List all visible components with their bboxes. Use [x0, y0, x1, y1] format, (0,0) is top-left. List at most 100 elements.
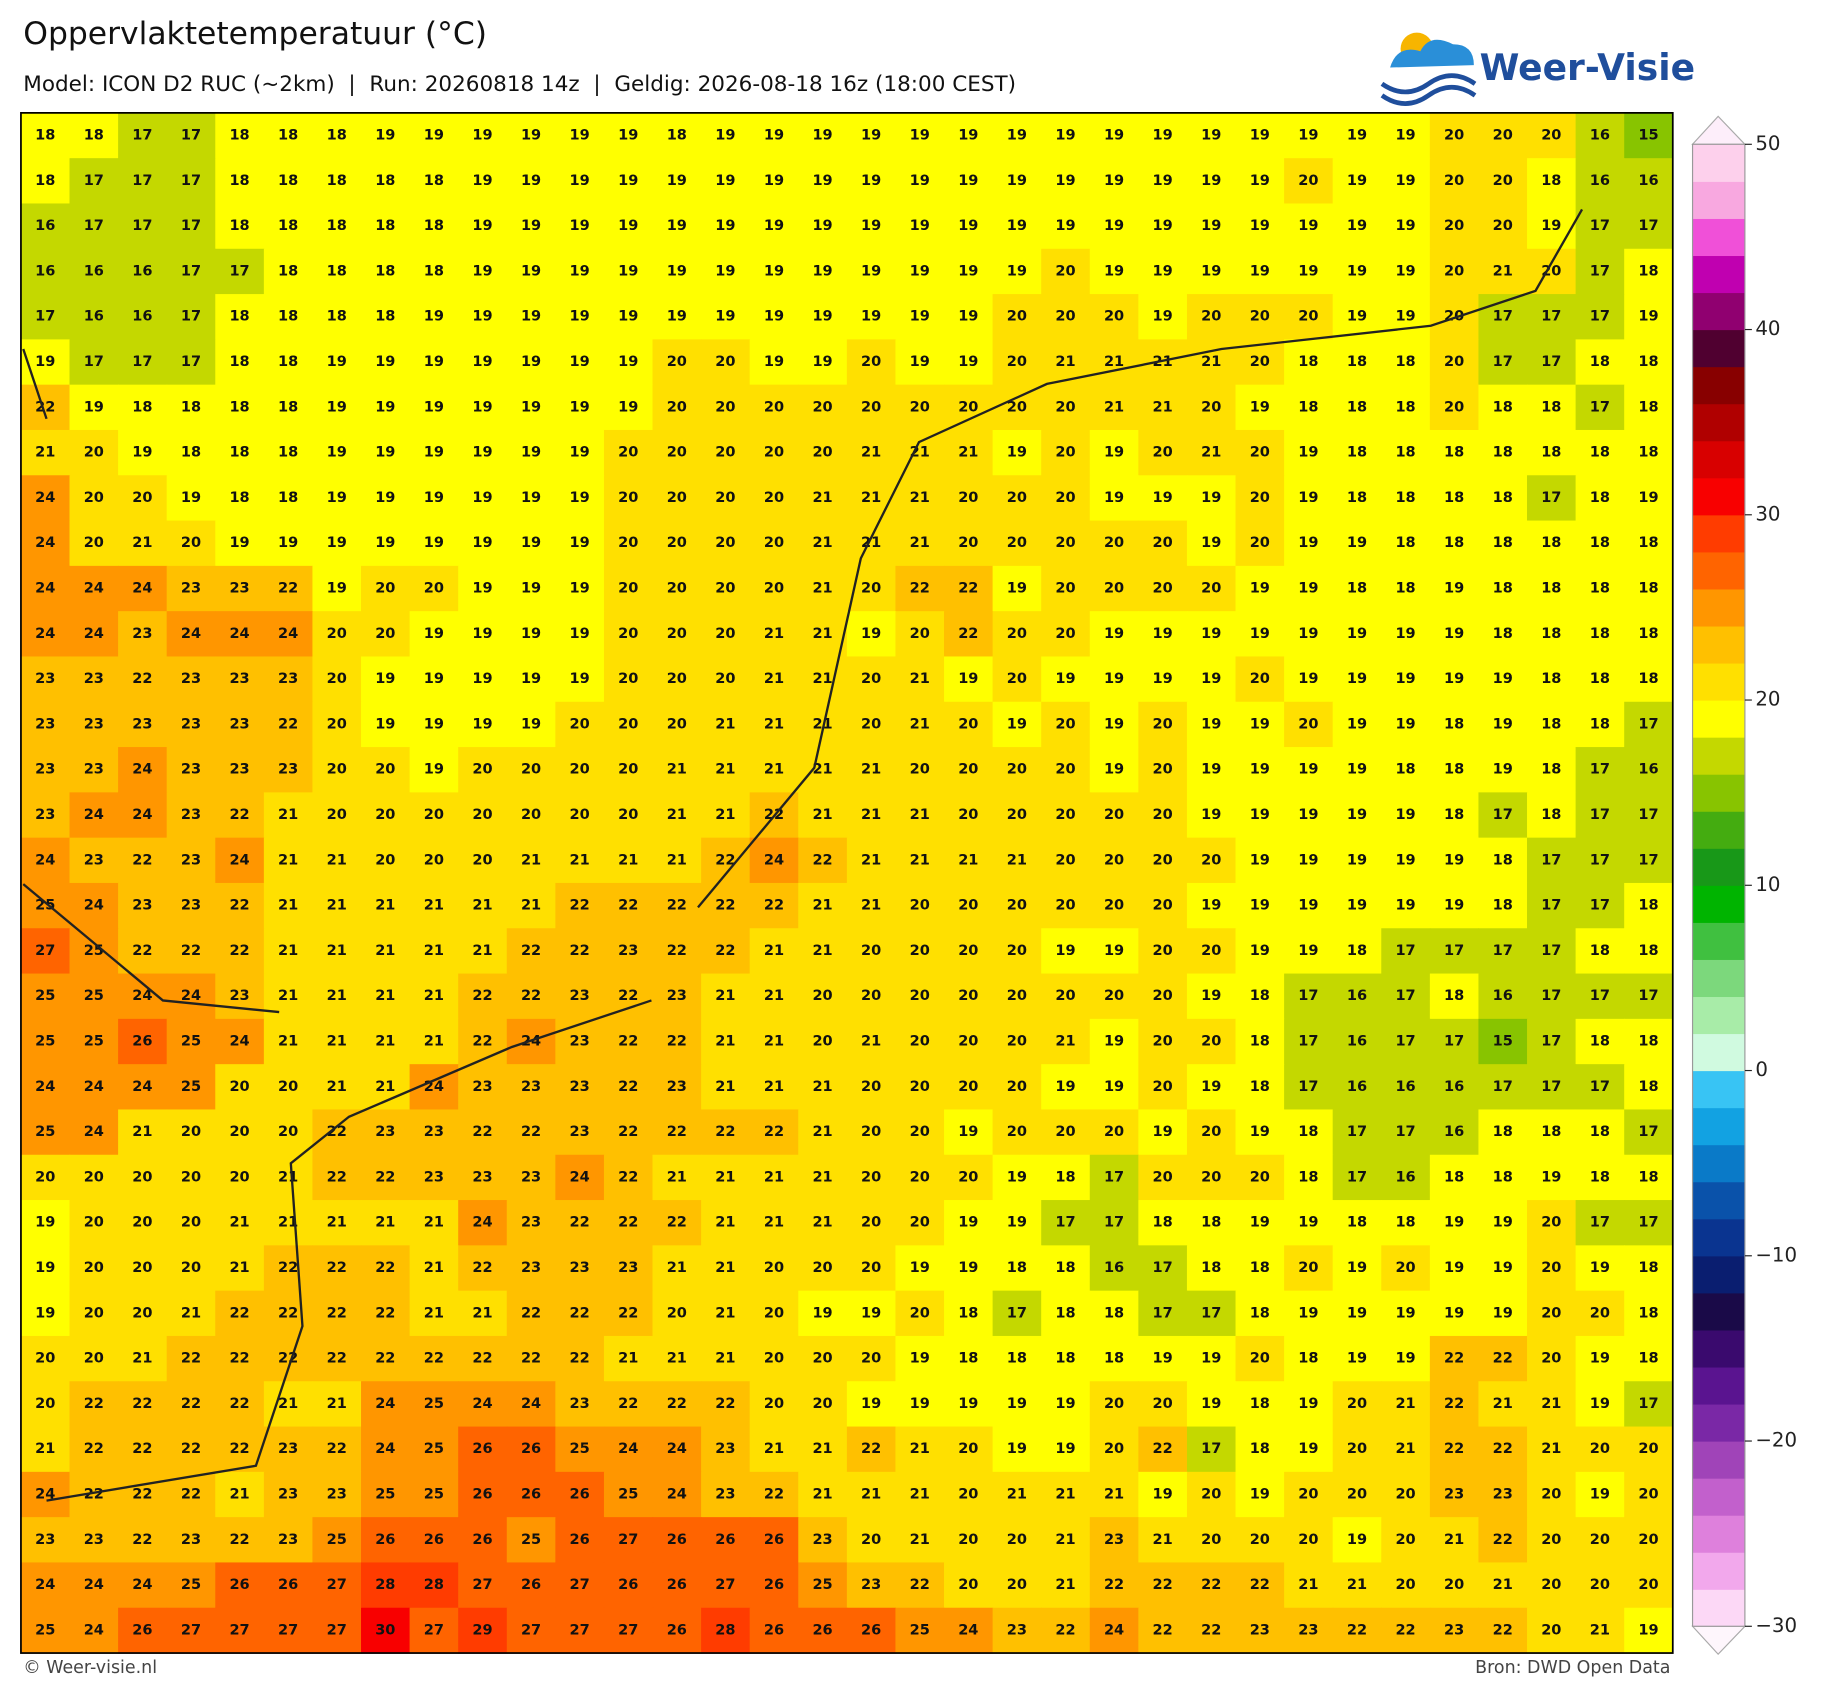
temperature-cell: [69, 792, 119, 839]
temperature-label: 21: [764, 671, 784, 687]
temperature-label: 18: [1590, 1124, 1610, 1140]
temperature-label: 21: [278, 898, 298, 914]
temperature-label: 21: [715, 1079, 735, 1095]
temperature-cell: [215, 429, 265, 476]
temperature-cell: [458, 837, 508, 884]
temperature-label: 18: [1590, 1034, 1610, 1050]
temperature-cell: [1527, 1154, 1577, 1201]
temperature-cell: [1332, 1064, 1382, 1111]
temperature-label: 20: [667, 716, 687, 732]
temperature-cell: [118, 429, 168, 476]
temperature-label: 18: [424, 173, 444, 189]
temperature-cell: [20, 611, 71, 658]
temperature-cell: [1478, 1109, 1528, 1156]
temperature-label: 21: [812, 1124, 832, 1140]
temperature-cell: [69, 1290, 119, 1337]
temperature-label: 19: [1395, 1305, 1415, 1321]
temperature-label: 19: [764, 218, 784, 234]
temperature-cell: [1138, 248, 1188, 295]
temperature-cell: [1332, 611, 1382, 658]
temperature-cell: [263, 701, 314, 748]
temperature-cell: [409, 882, 459, 929]
temperature-label: 23: [472, 1169, 492, 1185]
temperature-label: 18: [1250, 1034, 1270, 1050]
temperature-label: 21: [375, 898, 395, 914]
temperature-cell: [652, 747, 702, 793]
temperature-cell: [1041, 1381, 1091, 1428]
temperature-label: 19: [181, 490, 201, 506]
temperature-cell: [312, 747, 362, 793]
temperature-cell: [215, 294, 265, 340]
temperature-cell: [1575, 475, 1625, 522]
temperature-cell: [1429, 1517, 1480, 1564]
temperature-label: 20: [1444, 218, 1464, 234]
temperature-label: 20: [1444, 173, 1464, 189]
temperature-cell: [69, 611, 119, 658]
temperature-label: 18: [1444, 988, 1464, 1004]
temperature-cell: [944, 1426, 994, 1473]
temperature-label: 21: [861, 807, 881, 823]
temperature-label: 19: [861, 1396, 881, 1412]
temperature-label: 19: [1104, 762, 1124, 778]
temperature-cell: [20, 565, 71, 612]
temperature-label: 21: [278, 1215, 298, 1231]
temperature-label: 19: [764, 173, 784, 189]
temperature-cell: [1138, 520, 1188, 567]
temperature-cell: [166, 1335, 216, 1382]
temperature-cell: [1284, 339, 1334, 386]
temperature-cell: [69, 973, 119, 1020]
temperature-cell: [361, 837, 411, 884]
temperature-label: 17: [132, 218, 152, 234]
temperature-cell: [895, 1426, 945, 1473]
temperature-label: 20: [1153, 988, 1173, 1004]
temperature-cell: [312, 973, 362, 1020]
temperature-cell: [69, 928, 119, 975]
footer-right: Bron: DWD Open Data: [1475, 1658, 1670, 1678]
colorbar-band: [1692, 1441, 1745, 1479]
temperature-cell: [944, 1064, 994, 1111]
temperature-cell: [895, 294, 945, 340]
temperature-cell: [603, 928, 654, 975]
temperature-label: 20: [958, 399, 978, 415]
temperature-cell: [118, 1018, 168, 1065]
colorbar-band: [1692, 1478, 1745, 1516]
temperature-label: 22: [132, 852, 152, 868]
temperature-cell: [506, 656, 556, 703]
temperature-label: 26: [667, 1577, 687, 1593]
temperature-label: 22: [472, 988, 492, 1004]
temperature-label: 17: [1395, 1124, 1415, 1140]
temperature-label: 27: [570, 1577, 590, 1593]
temperature-cell: [20, 203, 71, 250]
temperature-cell: [1381, 792, 1431, 839]
temperature-cell: [20, 1517, 71, 1564]
temperature-label: 20: [1541, 263, 1561, 279]
temperature-cell: [895, 384, 945, 431]
temperature-label: 18: [1298, 1351, 1318, 1367]
temperature-cell: [652, 1471, 702, 1518]
temperature-cell: [749, 928, 799, 975]
temperature-label: 27: [618, 1532, 638, 1548]
temperature-cell: [992, 158, 1042, 205]
temperature-cell: [118, 882, 168, 929]
temperature-cell: [69, 1245, 119, 1292]
temperature-cell: [749, 1562, 799, 1609]
temperature-cell: [1186, 837, 1237, 884]
temperature-label: 19: [812, 1305, 832, 1321]
temperature-cell: [749, 339, 799, 386]
temperature-cell: [118, 475, 168, 522]
temperature-label: 20: [812, 445, 832, 461]
temperature-cell: [215, 339, 265, 386]
temperature-cell: [1575, 112, 1625, 159]
temperature-cell: [895, 1607, 945, 1654]
temperature-cell: [263, 203, 314, 250]
temperature-cell: [1186, 520, 1237, 567]
temperature-label: 20: [764, 1396, 784, 1412]
temperature-label: 19: [1007, 218, 1027, 234]
temperature-label: 17: [1395, 1034, 1415, 1050]
temperature-cell: [1381, 429, 1431, 476]
temperature-cell: [1284, 747, 1334, 793]
temperature-cell: [1478, 1381, 1528, 1428]
temperature-label: 21: [1493, 263, 1513, 279]
temperature-cell: [895, 1517, 945, 1564]
temperature-label: 19: [35, 354, 55, 370]
